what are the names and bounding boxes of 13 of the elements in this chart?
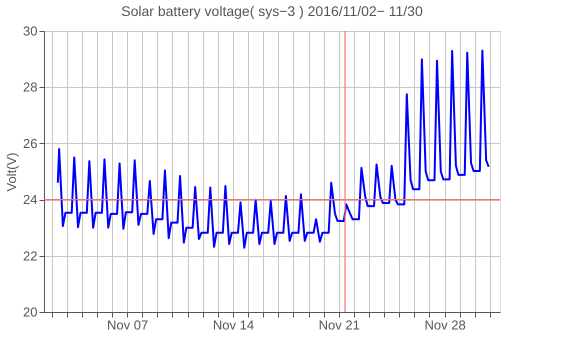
- y-axis-title: Volt(V): [4, 152, 20, 192]
- y-tick-label: 24: [23, 192, 38, 208]
- x-tick-label: Nov 21: [318, 318, 360, 332]
- y-tick-label: 26: [23, 136, 38, 151]
- chart-title: Solar battery voltage( sys−3 ) 2016/11/02− 11/30: [121, 3, 423, 19]
- x-tick-label: Nov 14: [212, 318, 254, 332]
- y-tick-label: 28: [23, 80, 38, 95]
- y-tick-label: 30: [23, 24, 38, 38]
- x-tick-label: Nov 28: [424, 318, 466, 332]
- y-tick-label: 22: [23, 248, 38, 264]
- x-tick-label: Nov 07: [107, 318, 148, 332]
- y-tick-label: 20: [23, 304, 38, 320]
- line-series: [56, 50, 490, 249]
